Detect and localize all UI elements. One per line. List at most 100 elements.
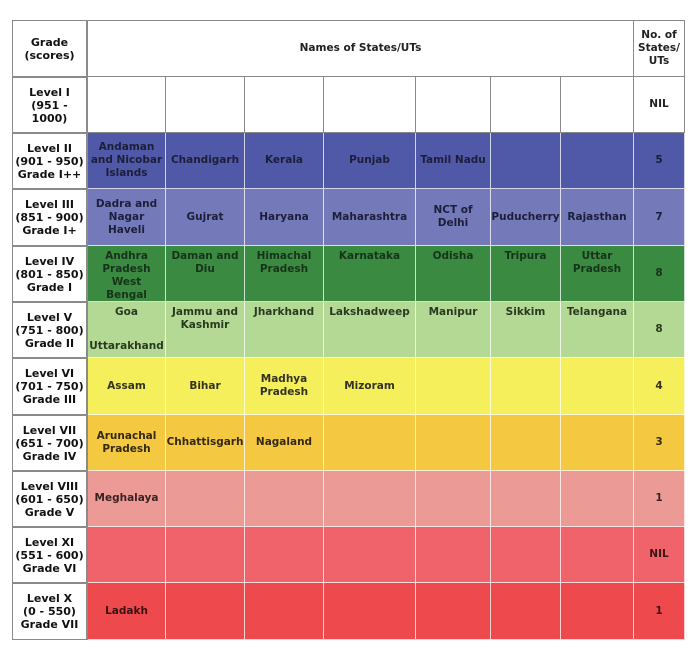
state-name: Telangana bbox=[566, 306, 628, 318]
state-cell: Kerala bbox=[245, 133, 324, 189]
state-name: Sikkim bbox=[505, 306, 546, 318]
state-name: Jammu and Kashmir bbox=[171, 306, 239, 331]
grade-cell: Level VII (651 - 700) Grade IV bbox=[12, 415, 88, 471]
state-cell: Dadra and Nagar Haveli bbox=[88, 189, 166, 246]
grade-cell: Level V (751 - 800) Grade II bbox=[12, 302, 88, 358]
state-cell bbox=[491, 527, 561, 583]
state-count: 1 bbox=[634, 471, 685, 527]
grade-line: (601 - 650) bbox=[15, 492, 84, 506]
header-count: No. of States/ UTs bbox=[634, 20, 685, 77]
state-cell: Maharashtra bbox=[324, 189, 416, 246]
grade-cell: Level I (951 - 1000) bbox=[12, 77, 88, 133]
state-name: Tripura bbox=[504, 250, 547, 262]
state-name: Uttar Pradesh bbox=[572, 250, 622, 275]
state-cell: Manipur bbox=[416, 302, 491, 358]
grade-line: (651 - 700) bbox=[15, 436, 84, 450]
state-cell bbox=[416, 527, 491, 583]
state-cell: Madhya Pradesh bbox=[245, 358, 324, 415]
state-name: Andaman and Nicobar Islands bbox=[90, 141, 163, 179]
state-cell bbox=[166, 77, 245, 133]
state-count: NIL bbox=[634, 77, 685, 133]
header-grade: Grade (scores) bbox=[12, 20, 88, 77]
state-cell bbox=[88, 77, 166, 133]
state-cell: Sikkim bbox=[491, 302, 561, 358]
state-name: Daman and Diu bbox=[171, 250, 239, 275]
state-name: Uttarakhand bbox=[89, 340, 164, 352]
state-cell: Jammu and Kashmir bbox=[166, 302, 245, 358]
grade-line: Level I bbox=[29, 85, 70, 99]
state-cell: Arunachal Pradesh bbox=[88, 415, 166, 471]
grade-line: Grade I+ bbox=[22, 224, 77, 237]
state-cell bbox=[561, 583, 634, 640]
state-name: Ladakh bbox=[105, 604, 148, 617]
state-name: Lakshadweep bbox=[329, 306, 410, 318]
state-count: 3 bbox=[634, 415, 685, 471]
state-cell bbox=[324, 471, 416, 527]
state-cell: Goa Uttarakhand bbox=[88, 302, 166, 358]
grade-line: Level XI bbox=[24, 535, 75, 549]
state-cell: Andaman and Nicobar Islands bbox=[88, 133, 166, 189]
grade-cell: Level X (0 - 550) Grade VII bbox=[12, 583, 88, 640]
state-cell: Tripura bbox=[491, 246, 561, 302]
state-count: 1 bbox=[634, 583, 685, 640]
state-name: Madhya Pradesh bbox=[259, 373, 309, 398]
state-cell: Meghalaya bbox=[88, 471, 166, 527]
grade-line: Grade VI bbox=[22, 561, 77, 575]
state-cell: Haryana bbox=[245, 189, 324, 246]
state-name: Chhattisgarh bbox=[166, 436, 244, 448]
state-name: Punjab bbox=[349, 154, 390, 166]
state-cell bbox=[416, 471, 491, 527]
state-cell: Uttar Pradesh bbox=[561, 246, 634, 302]
state-cell bbox=[324, 77, 416, 133]
state-name: Meghalaya bbox=[94, 492, 159, 504]
state-cell: Nagaland bbox=[245, 415, 324, 471]
state-name: Goa bbox=[115, 306, 138, 318]
state-count: 7 bbox=[634, 189, 685, 246]
state-cell bbox=[416, 77, 491, 133]
state-cell: Ladakh bbox=[88, 583, 166, 640]
state-name: Puducherry bbox=[491, 210, 560, 223]
grade-line: (901 - 950) bbox=[15, 154, 84, 168]
grade-line: (951 - 1000) bbox=[31, 98, 68, 125]
state-cell bbox=[491, 471, 561, 527]
grade-cell: Level II (901 - 950) Grade I++ bbox=[12, 133, 88, 189]
grade-line: Grade III bbox=[22, 393, 77, 406]
grade-line: Level VI bbox=[24, 367, 75, 380]
grade-line: (801 - 850) bbox=[15, 267, 84, 281]
grade-line: Grade I bbox=[26, 280, 73, 294]
grade-cell: Level XI (551 - 600) Grade VI bbox=[12, 527, 88, 583]
state-cell bbox=[491, 133, 561, 189]
state-cell: Chandigarh bbox=[166, 133, 245, 189]
state-cell: Punjab bbox=[324, 133, 416, 189]
state-cell bbox=[166, 527, 245, 583]
state-cell bbox=[561, 77, 634, 133]
state-cell: Assam bbox=[88, 358, 166, 415]
state-cell bbox=[245, 527, 324, 583]
grade-cell: Level VIII (601 - 650) Grade V bbox=[12, 471, 88, 527]
state-cell bbox=[561, 133, 634, 189]
state-cell bbox=[88, 527, 166, 583]
state-cell: Rajasthan bbox=[561, 189, 634, 246]
state-name: Assam bbox=[107, 379, 146, 392]
state-cell: Mizoram bbox=[324, 358, 416, 415]
state-cell: Tamil Nadu bbox=[416, 133, 491, 189]
grade-line: (751 - 800) bbox=[15, 323, 84, 337]
state-name: Manipur bbox=[428, 306, 478, 318]
state-cell bbox=[416, 358, 491, 415]
grade-table: Grade (scores) Names of States/UTs No. o… bbox=[12, 20, 685, 640]
state-cell bbox=[561, 358, 634, 415]
state-cell: Daman and Diu bbox=[166, 246, 245, 302]
state-cell: Jharkhand bbox=[245, 302, 324, 358]
grade-line: Level V bbox=[26, 310, 73, 324]
state-name: Karnataka bbox=[338, 250, 401, 262]
state-name: Odisha bbox=[432, 250, 474, 262]
state-name: Rajasthan bbox=[567, 210, 627, 223]
grade-line: Grade V bbox=[24, 505, 75, 519]
state-name: Gujrat bbox=[186, 210, 224, 223]
grade-line: Level VII bbox=[22, 423, 77, 437]
state-cell bbox=[245, 471, 324, 527]
state-name: West Bengal bbox=[106, 276, 147, 301]
grade-line: Grade I++ bbox=[17, 167, 82, 181]
state-cell bbox=[561, 471, 634, 527]
state-name: Chandigarh bbox=[170, 154, 240, 166]
